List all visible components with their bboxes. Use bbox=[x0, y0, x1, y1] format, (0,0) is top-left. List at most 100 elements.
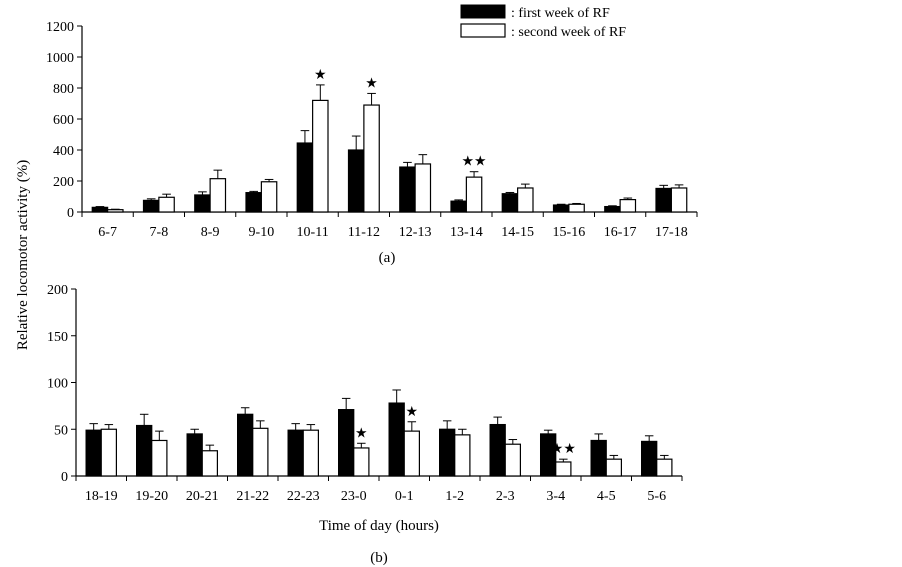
y-tick-label: 800 bbox=[53, 82, 74, 97]
bar-second-week bbox=[619, 199, 637, 213]
legend-swatch-second-week bbox=[460, 23, 506, 38]
y-tick-label: 0 bbox=[61, 470, 68, 485]
bar-second-week bbox=[100, 428, 117, 477]
bar-first-week bbox=[237, 413, 254, 477]
x-tick-label: 23-0 bbox=[341, 489, 367, 504]
legend: : first week of RF : second week of RF bbox=[460, 4, 626, 40]
bar-second-week bbox=[353, 447, 370, 477]
significance-star: ★★ bbox=[551, 442, 576, 457]
x-tick-label: 18-19 bbox=[85, 489, 118, 504]
x-axis-title: Time of day (hours) bbox=[319, 518, 439, 534]
bar-first-week bbox=[399, 166, 416, 213]
bar-second-week bbox=[363, 104, 380, 213]
bar-first-week bbox=[640, 440, 658, 477]
bar-second-week bbox=[107, 209, 124, 213]
bar-second-week bbox=[568, 203, 585, 213]
x-tick-label: 3-4 bbox=[546, 489, 565, 504]
bar-first-week bbox=[489, 423, 506, 477]
y-tick-label: 50 bbox=[54, 423, 68, 438]
bar-second-week bbox=[252, 427, 269, 477]
x-tick-label: 15-16 bbox=[553, 225, 586, 240]
y-tick-label: 0 bbox=[67, 206, 74, 221]
significance-star: ★ bbox=[365, 76, 378, 91]
y-tick-label: 1000 bbox=[46, 51, 74, 66]
bar-first-week bbox=[501, 193, 519, 213]
x-tick-label: 0-1 bbox=[395, 489, 414, 504]
x-tick-label: 1-2 bbox=[445, 489, 464, 504]
x-tick-label: 21-22 bbox=[236, 489, 269, 504]
significance-star: ★ bbox=[406, 405, 419, 420]
bar-first-week bbox=[552, 204, 570, 213]
y-tick-label: 200 bbox=[47, 283, 68, 298]
y-tick-label: 400 bbox=[53, 144, 74, 159]
bar-first-week bbox=[296, 142, 314, 213]
x-tick-label: 4-5 bbox=[597, 489, 616, 504]
bar-second-week bbox=[414, 163, 432, 213]
panel-b-label: (b) bbox=[370, 550, 388, 566]
x-tick-label: 6-7 bbox=[98, 225, 117, 240]
bar-second-week bbox=[454, 434, 471, 477]
significance-star: ★★ bbox=[462, 155, 487, 170]
legend-swatch-first-week bbox=[460, 4, 506, 19]
bar-first-week bbox=[338, 409, 355, 477]
bar-second-week bbox=[312, 99, 329, 213]
x-tick-label: 7-8 bbox=[150, 225, 169, 240]
x-tick-label: 16-17 bbox=[604, 225, 637, 240]
bar-second-week bbox=[209, 178, 227, 213]
x-tick-label: 2-3 bbox=[496, 489, 515, 504]
y-tick-label: 100 bbox=[47, 377, 68, 392]
bar-second-week bbox=[403, 430, 420, 477]
bar-first-week bbox=[347, 149, 365, 213]
bar-first-week bbox=[439, 428, 456, 477]
x-tick-label: 13-14 bbox=[450, 225, 483, 240]
bar-second-week bbox=[517, 187, 534, 213]
x-tick-label: 9-10 bbox=[249, 225, 275, 240]
legend-label-second-week: : second week of RF bbox=[511, 25, 626, 40]
bar-first-week bbox=[194, 194, 211, 213]
x-tick-label: 14-15 bbox=[501, 225, 534, 240]
bar-first-week bbox=[450, 200, 467, 213]
bar-first-week bbox=[186, 433, 203, 477]
bar-second-week bbox=[555, 461, 572, 477]
bar-first-week bbox=[287, 429, 304, 477]
bar-second-week bbox=[302, 429, 319, 477]
significance-star: ★ bbox=[355, 426, 368, 441]
bar-second-week bbox=[670, 187, 688, 213]
x-tick-label: 20-21 bbox=[186, 489, 219, 504]
bar-first-week bbox=[245, 192, 262, 213]
y-tick-label: 150 bbox=[47, 330, 68, 345]
significance-star: ★ bbox=[314, 68, 327, 83]
bar-second-week bbox=[260, 181, 278, 213]
bar-first-week bbox=[590, 439, 607, 477]
bar-first-week bbox=[142, 199, 160, 213]
bar-second-week bbox=[201, 450, 218, 477]
y-tick-label: 600 bbox=[53, 113, 74, 128]
x-tick-label: 19-20 bbox=[135, 489, 168, 504]
x-tick-label: 12-13 bbox=[399, 225, 432, 240]
bar-first-week bbox=[604, 205, 621, 213]
x-tick-label: 5-6 bbox=[647, 489, 666, 504]
panel-b: 0 50 100 150 200 18-19 19-20 20-21 21-22 22-23 23-… bbox=[47, 283, 683, 504]
x-tick-label: 8-9 bbox=[201, 225, 220, 240]
bar-first-week bbox=[85, 429, 102, 477]
bar-second-week bbox=[151, 439, 168, 477]
y-axis-title: Relative locomotor activity (%) bbox=[15, 160, 31, 350]
x-tick-label: 10-11 bbox=[297, 225, 329, 240]
y-tick-label: 1200 bbox=[46, 20, 74, 35]
bar-first-week bbox=[136, 424, 153, 477]
bar-second-week bbox=[605, 458, 622, 477]
bar-second-week bbox=[656, 458, 673, 477]
y-tick-label: 200 bbox=[53, 175, 74, 190]
panel-a: 0 200 400 600 800 1000 1200 6-7 7-8 8-9 9-10 10-11 1… bbox=[46, 20, 698, 240]
bar-second-week bbox=[465, 176, 483, 213]
panel-a-label: (a) bbox=[379, 250, 396, 266]
bar-second-week bbox=[504, 443, 521, 477]
x-tick-label: 11-12 bbox=[348, 225, 380, 240]
legend-label-first-week: : first week of RF bbox=[511, 6, 610, 21]
bar-first-week bbox=[91, 206, 109, 213]
bar-first-week bbox=[388, 402, 405, 477]
x-tick-label: 17-18 bbox=[655, 225, 688, 240]
bar-second-week bbox=[158, 196, 175, 213]
bar-first-week bbox=[655, 187, 672, 213]
